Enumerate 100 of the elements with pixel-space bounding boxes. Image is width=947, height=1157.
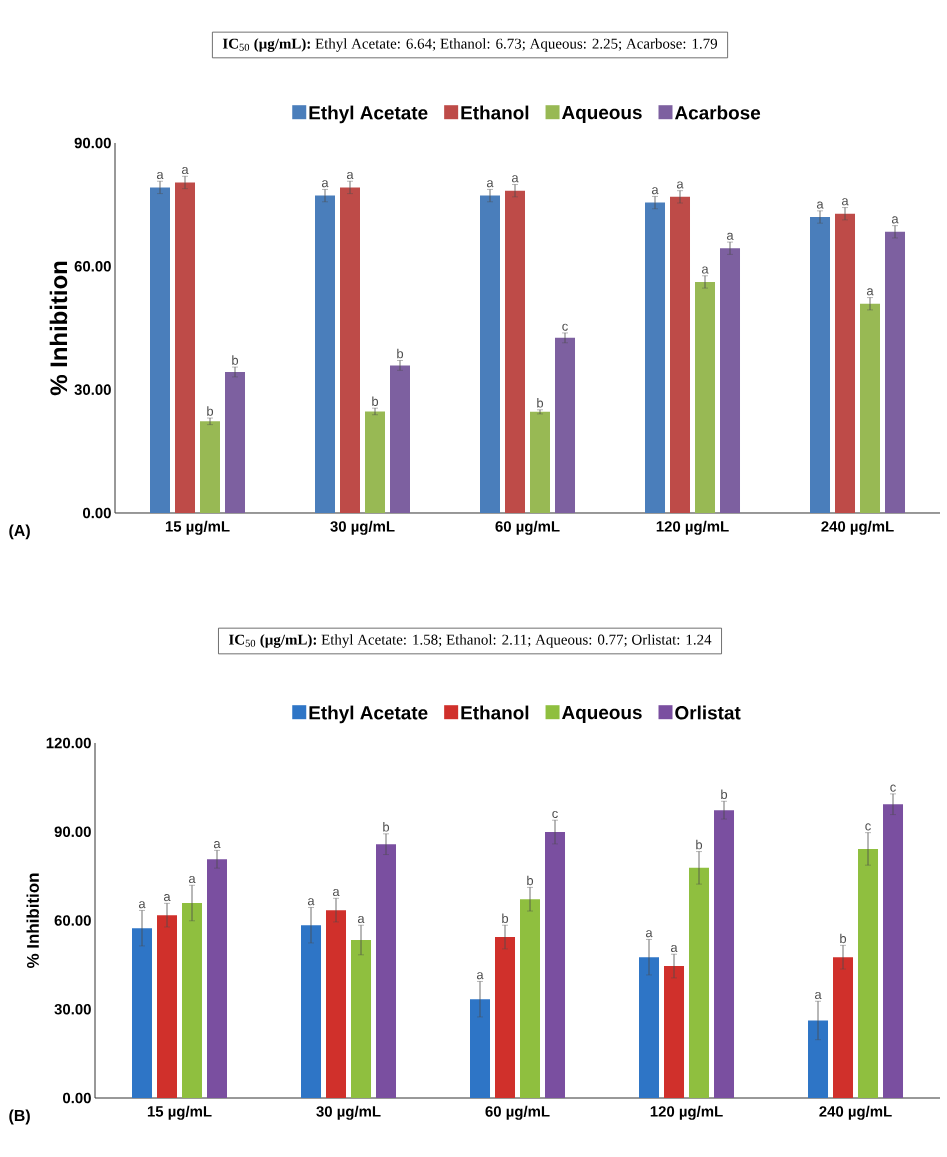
bar [326, 910, 346, 1098]
data-label: b [232, 355, 239, 365]
y-tick-label: 60.00 [74, 261, 111, 272]
x-tick-label: 240 µg/mL [821, 520, 894, 535]
data-label: a [645, 930, 653, 938]
data-label: a [676, 181, 684, 189]
bar [351, 940, 371, 1098]
bar [505, 190, 525, 513]
bar [808, 1020, 829, 1098]
data-label: c [865, 823, 871, 831]
bar [301, 925, 321, 1098]
data-label: b [721, 789, 728, 800]
data-label: c [552, 810, 558, 819]
bar [639, 957, 660, 1098]
data-label: b [502, 913, 509, 924]
y-axis-title: % Inhibition [49, 261, 68, 396]
bar [200, 421, 220, 513]
data-label: a [307, 898, 315, 906]
data-label: b [207, 406, 214, 416]
y-tick-label: 90.00 [74, 137, 111, 149]
bar [810, 217, 830, 513]
legend-label: Ethyl Acetate [309, 705, 428, 724]
y-tick-label: 60.00 [54, 915, 91, 926]
data-label: a [486, 180, 494, 188]
legend-label: Orlistat [675, 705, 741, 720]
bar [689, 867, 710, 1098]
y-tick-label: 120.00 [46, 737, 91, 749]
bar [835, 213, 855, 513]
bar [664, 966, 685, 1098]
data-label: a [651, 187, 659, 195]
data-label: a [670, 944, 678, 953]
data-label: a [866, 288, 874, 296]
y-tick-label: 30.00 [74, 384, 111, 395]
data-label: a [188, 876, 196, 884]
data-label: b [527, 875, 534, 886]
bar [530, 411, 550, 513]
y-tick-label: 90.00 [54, 826, 91, 838]
data-label: a [321, 180, 329, 188]
bar [858, 848, 879, 1098]
legend-label: Aqueous [562, 105, 642, 123]
data-label: b [537, 398, 544, 408]
x-tick-label: 60 µg/mL [495, 520, 560, 535]
y-axis-title: % Inhibition [26, 873, 39, 969]
bar [520, 899, 540, 1098]
bar [315, 195, 335, 513]
x-tick-label: 30 µg/mL [316, 1105, 381, 1120]
x-tick-label: 15 µg/mL [147, 1105, 212, 1120]
x-tick-label: 240 µg/mL [819, 1105, 892, 1120]
data-label: a [816, 201, 824, 209]
data-label: b [383, 822, 390, 832]
bar [720, 248, 740, 513]
legend-label: Aqueous [562, 705, 642, 723]
data-label: a [726, 232, 734, 240]
legend-label: Ethanol [461, 105, 529, 120]
data-label: a [891, 216, 899, 224]
y-tick-label: 30.00 [54, 1003, 91, 1015]
chart-title: IC$_{50}$ (µg/mL): Ethyl Acetate: 6.64; Ethanol: 6.73; Aqueous: 2.25; Acarbose: 1.79 [222, 38, 718, 52]
bar [860, 303, 880, 513]
text: (B) [9, 1109, 30, 1125]
bar [545, 832, 565, 1098]
data-label: a [163, 894, 171, 902]
bar [833, 957, 854, 1098]
bar [695, 281, 715, 513]
data-label: c [890, 784, 896, 792]
data-label: b [840, 933, 847, 944]
bar [470, 999, 490, 1098]
data-label: a [138, 901, 146, 909]
bar [480, 195, 500, 513]
x-tick-label: 60 µg/mL [485, 1105, 550, 1120]
bar [645, 202, 665, 513]
data-label: a [814, 991, 822, 1000]
bar [376, 844, 396, 1098]
data-label: a [701, 266, 709, 274]
x-tick-label: 120 µg/mL [656, 520, 729, 535]
data-label: b [696, 839, 703, 850]
y-tick-label: 0.00 [62, 1092, 91, 1104]
data-label: a [213, 841, 221, 849]
bar [670, 196, 690, 513]
bar [175, 182, 195, 513]
bar [340, 187, 360, 513]
bar [132, 928, 152, 1098]
data-label: a [511, 175, 519, 183]
bar [885, 231, 905, 513]
x-tick-label: 15 µg/mL [165, 520, 230, 535]
data-label: b [372, 396, 379, 406]
data-label: a [156, 171, 164, 180]
bar [714, 810, 735, 1098]
bar [157, 915, 177, 1098]
bar [150, 187, 170, 513]
bar [207, 859, 227, 1098]
data-label: b [397, 348, 404, 359]
data-label: a [841, 198, 849, 206]
text: (A) [9, 524, 30, 540]
x-tick-label: 30 µg/mL [330, 520, 395, 535]
legend-label: Ethanol [461, 705, 529, 720]
bar [390, 365, 410, 513]
data-label: a [357, 915, 365, 924]
legend-label: Acarbose [674, 105, 761, 120]
bar [883, 804, 904, 1098]
bar [555, 337, 575, 513]
